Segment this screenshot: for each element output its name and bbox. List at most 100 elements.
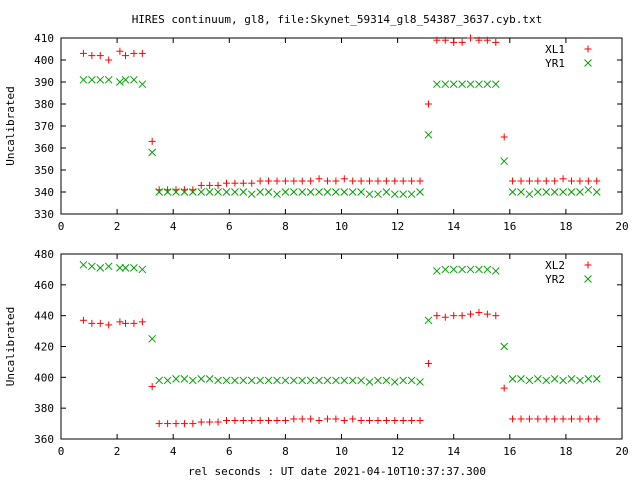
data-point	[290, 177, 298, 185]
data-point	[188, 376, 197, 385]
y-tick-label: 420	[34, 341, 54, 354]
data-point	[416, 378, 424, 386]
data-point	[340, 417, 348, 424]
data-point	[104, 75, 113, 84]
data-point	[399, 190, 408, 199]
data-point	[247, 190, 256, 199]
data-point	[155, 188, 164, 196]
data-point	[567, 375, 576, 383]
data-point	[592, 188, 601, 196]
x-tick-label: 20	[615, 220, 628, 233]
data-point	[349, 177, 357, 185]
data-point	[116, 318, 124, 326]
data-point	[424, 359, 432, 367]
x-tick-label: 14	[447, 445, 461, 458]
data-point	[567, 188, 576, 196]
data-point	[390, 190, 399, 199]
data-point	[475, 36, 483, 44]
data-point	[222, 376, 231, 385]
data-point	[374, 190, 382, 199]
data-point	[231, 179, 239, 187]
data-point	[172, 420, 180, 428]
legend-marker	[584, 261, 592, 269]
data-point	[289, 188, 298, 196]
data-point	[206, 181, 214, 189]
data-point	[121, 75, 130, 84]
data-point	[332, 177, 340, 185]
data-point	[433, 267, 441, 275]
data-point	[79, 260, 88, 269]
data-point	[500, 157, 509, 166]
data-point	[542, 376, 551, 385]
data-point	[550, 375, 559, 383]
y-tick-label: 400	[34, 54, 54, 67]
data-point	[449, 265, 458, 274]
data-point	[197, 188, 206, 196]
y-tick-label: 480	[34, 248, 54, 261]
data-point	[256, 188, 265, 196]
data-point	[306, 188, 315, 196]
data-point	[559, 376, 567, 385]
data-point	[458, 312, 466, 320]
data-point	[357, 177, 365, 185]
data-point	[550, 188, 559, 196]
data-point	[104, 262, 113, 271]
data-point	[517, 177, 525, 185]
x-axis-label: rel seconds : UT date 2021-04-10T10:37:3…	[188, 465, 486, 478]
data-point	[332, 188, 340, 196]
data-point	[298, 415, 306, 423]
data-point	[534, 177, 542, 185]
data-point	[500, 384, 508, 392]
y-tick-label: 360	[34, 433, 54, 446]
data-point	[382, 376, 391, 385]
data-point	[130, 319, 138, 327]
data-point	[315, 376, 323, 385]
x-tick-label: 16	[503, 220, 516, 233]
y-tick-label: 340	[34, 186, 54, 199]
data-point	[500, 342, 509, 351]
data-point	[374, 417, 382, 424]
y-tick-label: 360	[34, 142, 54, 155]
bottom-panel: 0 2 4 6 8 10 12 14 16 18 20 360 380 400 420 440 460 480 Un…	[4, 248, 629, 458]
x-tick-label: 10	[335, 445, 348, 458]
data-point	[307, 177, 315, 185]
data-point	[96, 319, 104, 327]
data-point	[105, 321, 113, 329]
data-point	[138, 80, 147, 89]
x-tick-label: 2	[114, 220, 121, 233]
y-tick-label: 380	[34, 402, 54, 415]
data-point	[239, 376, 248, 385]
x-tick-label: 0	[58, 445, 65, 458]
data-point	[525, 415, 533, 423]
x-tick-label: 10	[335, 220, 348, 233]
data-point	[542, 177, 550, 185]
x-tick-label: 4	[170, 445, 177, 458]
data-point	[450, 38, 458, 46]
data-point	[416, 177, 424, 185]
data-point	[323, 376, 332, 385]
data-point	[391, 177, 399, 185]
data-point	[584, 177, 592, 185]
data-point	[576, 177, 584, 185]
data-point	[264, 376, 273, 385]
data-point	[508, 188, 517, 196]
data-point	[222, 417, 230, 424]
legend-label: YR1	[545, 57, 565, 70]
y-tick-label: 390	[34, 76, 54, 89]
data-point	[458, 38, 466, 46]
data-point	[138, 49, 146, 57]
data-point	[450, 312, 458, 320]
data-point	[525, 376, 534, 385]
data-point	[281, 376, 290, 385]
data-point	[273, 190, 281, 199]
data-point	[164, 420, 172, 428]
data-point	[239, 417, 247, 424]
data-point	[256, 177, 264, 185]
data-point	[323, 177, 331, 185]
data-point	[148, 137, 156, 145]
data-point	[366, 417, 374, 424]
data-point	[214, 188, 222, 196]
data-point	[416, 188, 424, 196]
x-tick-label: 18	[559, 220, 572, 233]
data-point	[525, 190, 534, 199]
